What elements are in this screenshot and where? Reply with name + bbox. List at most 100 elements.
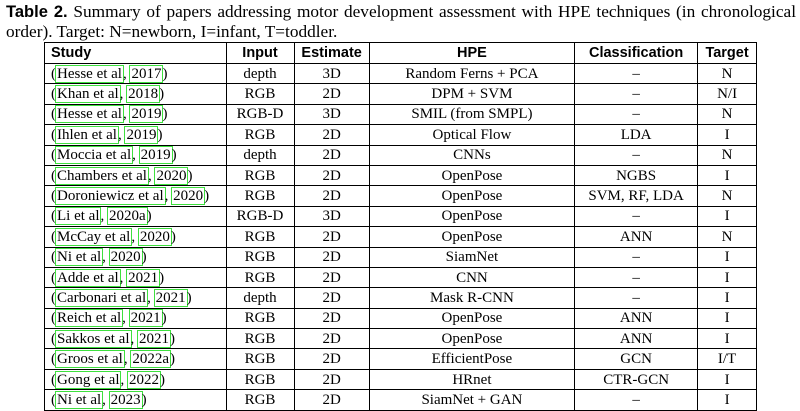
cell-input: RGB <box>225 368 295 390</box>
cell-study: (Ni et al, 2020) <box>44 246 227 268</box>
citation-author-link[interactable]: Ni et al <box>55 248 104 267</box>
citation-year-link[interactable]: 2022 <box>126 370 161 389</box>
citation-year-link[interactable]: 2022a <box>130 350 171 369</box>
table-caption: Table 2. Summary of papers addressing mo… <box>6 2 796 41</box>
cell-study: (Moccia et al, 2019) <box>44 144 227 166</box>
cell-classification: – <box>574 246 699 268</box>
header-target: Target <box>697 42 757 64</box>
cell-target: N <box>697 185 757 207</box>
table-row: (Li et al, 2020a) RGB-D 3D OpenPose – I <box>44 205 757 227</box>
cell-estimate: 2D <box>293 246 370 268</box>
cell-input: RGB <box>225 246 295 268</box>
citation-author-link[interactable]: Li et al <box>55 207 102 226</box>
citation-year-link[interactable]: 2023 <box>108 390 143 409</box>
citation-author-link[interactable]: McCay et al <box>55 227 133 246</box>
cell-estimate: 2D <box>293 124 370 146</box>
citation-year-link[interactable]: 2018 <box>126 85 161 104</box>
cell-target: I <box>697 389 757 411</box>
cell-hpe: SMIL (from SMPL) <box>368 103 576 125</box>
cell-target: N/I <box>697 83 757 105</box>
cell-classification: – <box>574 266 699 288</box>
citation-year-link[interactable]: 2021 <box>128 309 163 328</box>
cell-target: I <box>697 368 757 390</box>
citation-year-link[interactable]: 2020 <box>108 248 143 267</box>
cell-estimate: 2D <box>293 226 370 248</box>
citation-year-link[interactable]: 2020 <box>154 166 189 185</box>
citation-author-link[interactable]: Ihlen et al <box>55 125 119 144</box>
cell-classification: CTR-GCN <box>574 368 699 390</box>
cell-classification: – <box>574 83 699 105</box>
citation-author-link[interactable]: Chambers et al <box>55 166 149 185</box>
cell-classification: – <box>574 103 699 125</box>
cell-classification: – <box>574 287 699 309</box>
cell-input: RGB-D <box>225 103 295 125</box>
table-row: (Sakkos et al, 2021) RGB 2D OpenPose ANN I <box>44 328 757 349</box>
table-row: (Hesse et al, 2019) RGB-D 3D SMIL (from SMP… <box>44 103 757 125</box>
cell-input: RGB <box>225 164 295 186</box>
citation-author-link[interactable]: Adde et al <box>55 268 121 287</box>
table-row: (Ihlen et al, 2019) RGB 2D Optical Flow LDA I <box>44 124 757 146</box>
table-header-row: Study Input Estimate HPE Classification … <box>44 42 757 64</box>
cell-classification: ANN <box>574 226 699 248</box>
cell-study: (McCay et al, 2020) <box>44 226 227 248</box>
table-row: (Ni et al, 2020) RGB 2D SiamNet – I <box>44 246 757 268</box>
cell-study: (Doroniewicz et al, 2020) <box>44 185 227 207</box>
cell-hpe: Mask R-CNN <box>368 287 576 309</box>
cell-estimate: 3D <box>293 62 370 84</box>
cell-input: RGB <box>225 226 295 248</box>
citation-year-link[interactable]: 2019 <box>138 146 173 165</box>
cell-target: I <box>697 246 757 268</box>
cell-estimate: 2D <box>293 307 370 329</box>
citation-year-link[interactable]: 2020 <box>171 187 206 206</box>
citation-year-link[interactable]: 2019 <box>124 125 159 144</box>
cell-target: N <box>697 144 757 166</box>
table-label: Table 2. <box>6 3 68 21</box>
cell-input: RGB <box>225 124 295 146</box>
citation-year-link[interactable]: 2021 <box>153 288 188 307</box>
citation-author-link[interactable]: Hesse et al <box>55 105 124 124</box>
citation-year-link[interactable]: 2017 <box>129 64 164 83</box>
cell-classification: GCN <box>574 348 699 370</box>
cell-estimate: 2D <box>293 164 370 186</box>
citation-author-link[interactable]: Moccia et al <box>55 146 134 165</box>
cell-input: depth <box>225 287 295 309</box>
cell-study: (Carbonari et al, 2021) <box>44 287 227 309</box>
citation-year-link[interactable]: 2020 <box>137 227 172 246</box>
cell-hpe: Random Ferns + PCA <box>368 62 576 84</box>
cell-input: RGB <box>225 348 295 370</box>
cell-hpe: HRnet <box>368 368 576 390</box>
citation-author-link[interactable]: Reich et al <box>55 309 124 328</box>
citation-author-link[interactable]: Hesse et al <box>55 64 124 83</box>
cell-hpe: SiamNet + GAN <box>368 389 576 411</box>
table-row: (Chambers et al, 2020) RGB 2D OpenPose NGBS I <box>44 164 757 186</box>
cell-study: (Groos et al, 2022a) <box>44 348 227 370</box>
cell-classification: – <box>574 144 699 166</box>
cell-estimate: 2D <box>293 185 370 207</box>
citation-author-link[interactable]: Khan et al <box>55 85 121 104</box>
citation-year-link[interactable]: 2020a <box>106 207 148 226</box>
cell-input: RGB-D <box>225 205 295 227</box>
cell-target: N <box>697 226 757 248</box>
citation-author-link[interactable]: Sakkos et al <box>55 329 132 348</box>
cell-hpe: OpenPose <box>368 185 576 207</box>
cell-classification: ANN <box>574 328 699 349</box>
header-estimate: Estimate <box>293 42 370 64</box>
citation-author-link[interactable]: Groos et al <box>55 350 125 369</box>
citation-author-link[interactable]: Gong et al <box>55 370 122 389</box>
header-classification: Classification <box>574 42 699 64</box>
cell-target: N <box>697 103 757 125</box>
cell-input: RGB <box>225 185 295 207</box>
table-row: (Reich et al, 2021) RGB 2D OpenPose ANN I <box>44 307 757 329</box>
citation-author-link[interactable]: Carbonari et al <box>55 288 149 307</box>
citation-year-link[interactable]: 2021 <box>126 268 161 287</box>
citation-author-link[interactable]: Doroniewicz et al <box>55 187 166 206</box>
citation-year-link[interactable]: 2021 <box>137 329 171 348</box>
table-row: (Ni et al, 2023) RGB 2D SiamNet + GAN – I <box>44 389 757 411</box>
cell-study: (Hesse et al, 2017) <box>44 62 227 84</box>
citation-year-link[interactable]: 2019 <box>129 105 164 124</box>
cell-classification: ANN <box>574 307 699 329</box>
cell-classification: – <box>574 389 699 411</box>
cell-study: (Chambers et al, 2020) <box>44 164 227 186</box>
table-row: (Moccia et al, 2019) depth 2D CNNs – N <box>44 144 757 166</box>
citation-author-link[interactable]: Ni et al <box>55 390 104 409</box>
